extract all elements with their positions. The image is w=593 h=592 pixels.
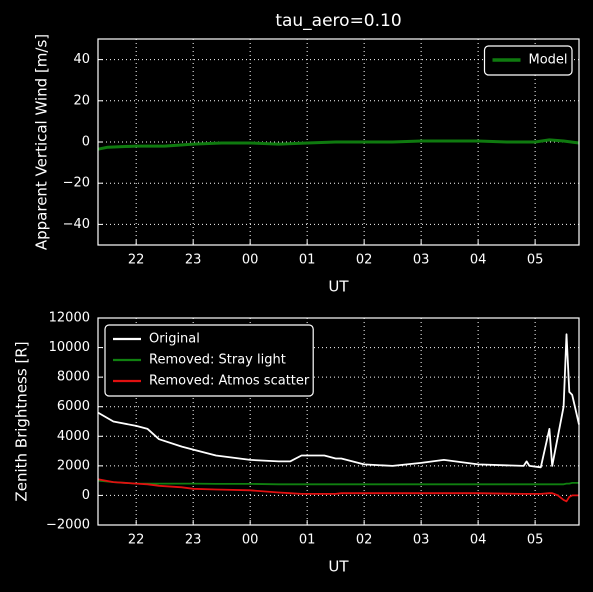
y-tick-label: 10000 (49, 340, 90, 355)
x-tick-label: 02 (356, 533, 373, 548)
y-tick-label: −2000 (46, 518, 90, 533)
x-tick-label: 03 (413, 533, 430, 548)
x-tick-label: 23 (185, 253, 202, 268)
legend-label: Removed: Stray light (149, 353, 286, 368)
x-tick-label: 23 (185, 533, 202, 548)
x-tick-label: 01 (299, 253, 316, 268)
x-tick-label: 01 (299, 533, 316, 548)
y-axis-label: Zenith Brightness [R] (13, 341, 31, 501)
y-tick-label: 0 (82, 135, 90, 150)
y-tick-label: 6000 (57, 399, 90, 414)
legend-label: Model (529, 53, 568, 68)
series-line (97, 479, 579, 486)
y-tick-label: 4000 (57, 429, 90, 444)
x-axis-label: UT (328, 558, 349, 576)
x-tick-label: 04 (470, 533, 487, 548)
x-tick-label: 05 (527, 253, 544, 268)
x-tick-label: 22 (128, 533, 145, 548)
legend-label: Original (149, 332, 200, 347)
legend-box (104, 324, 314, 397)
series-line (97, 333, 580, 469)
x-tick-label: 00 (242, 253, 259, 268)
legend: Original Removed: Stray light Removed: Atm… (104, 324, 314, 397)
x-axis-label: UT (328, 278, 349, 296)
y-tick-label: 8000 (57, 370, 90, 385)
x-tick-label: 04 (470, 253, 487, 268)
series-line (97, 138, 580, 151)
y-tick-label: 2000 (57, 458, 90, 473)
x-tick-label: 22 (128, 253, 145, 268)
y-tick-label: 12000 (49, 311, 90, 326)
series-line (97, 478, 579, 503)
y-tick-label: −40 (63, 217, 90, 232)
legend: Model (483, 45, 573, 76)
plot-frame (97, 38, 580, 246)
legend-box (483, 45, 573, 76)
y-tick-label: 40 (73, 52, 90, 67)
x-tick-label: 00 (242, 533, 259, 548)
x-tick-label: 02 (356, 253, 373, 268)
x-tick-label: 03 (413, 253, 430, 268)
y-axis-label: Apparent Vertical Wind [m/s] (33, 34, 51, 250)
chart-title: tau_aero=0.10 (275, 11, 401, 31)
y-tick-label: 20 (73, 93, 90, 108)
y-tick-label: −20 (63, 176, 90, 191)
x-tick-label: 05 (527, 533, 544, 548)
legend-label: Removed: Atmos scatter (149, 374, 310, 389)
plot-frame (97, 317, 580, 526)
y-tick-label: 0 (82, 488, 90, 503)
